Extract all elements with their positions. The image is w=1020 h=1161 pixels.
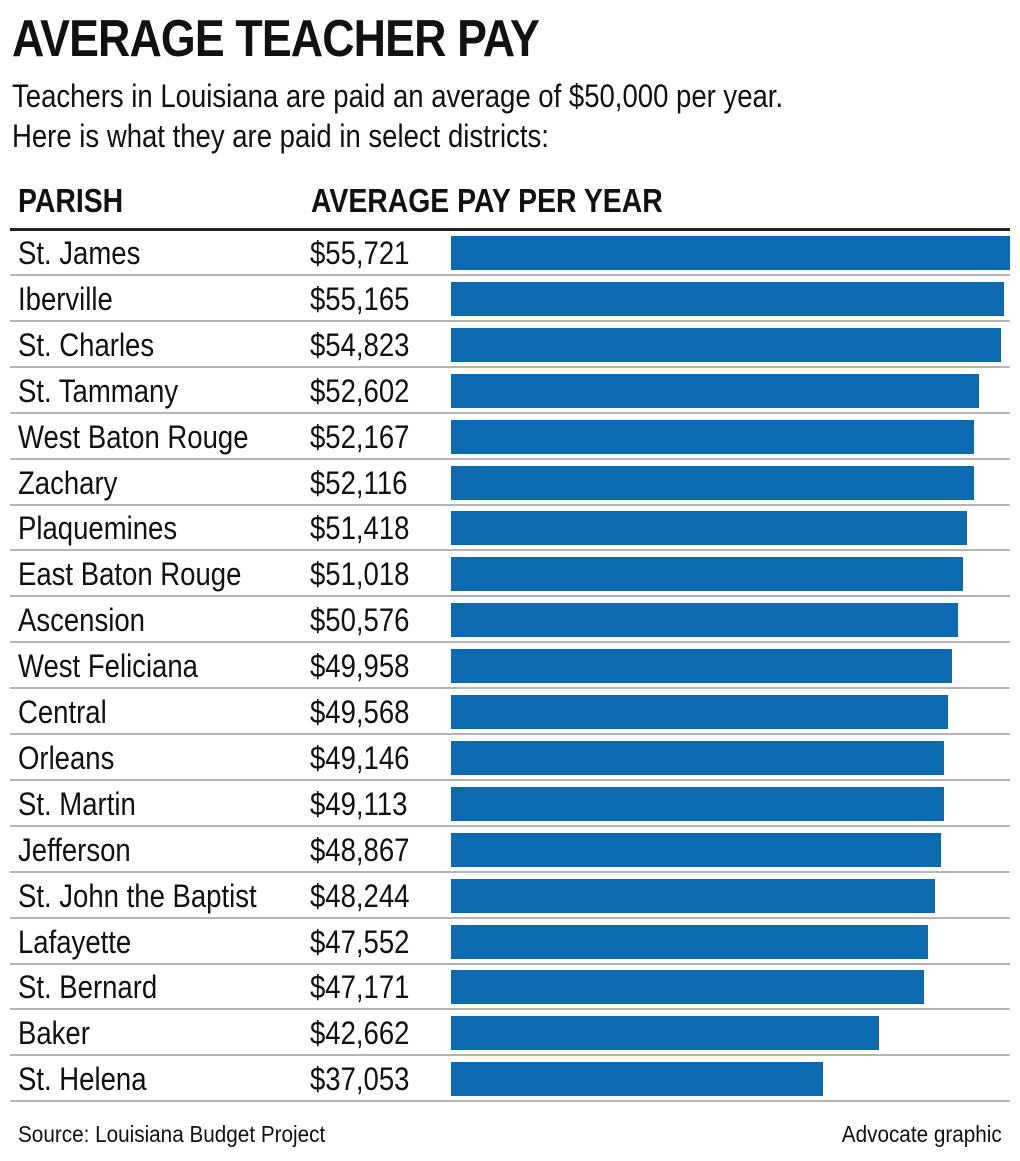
pay-value-label: $47,171 [310, 969, 410, 1006]
pay-bar [451, 465, 974, 500]
pay-value-label: $52,602 [310, 372, 410, 409]
parish-label: Central [18, 694, 107, 730]
parish-label: St. Bernard [18, 969, 158, 1006]
header-rule [10, 228, 1010, 231]
pay-value-label: $48,867 [310, 831, 410, 868]
pay-value-label: $48,244 [310, 877, 410, 914]
parish-label: Baker [18, 1015, 90, 1052]
table-row: Central $49,568 [10, 689, 1010, 735]
pay-bar [451, 327, 1001, 362]
parish-label: St. Martin [18, 785, 136, 822]
table-row: Iberville $55,165 [10, 276, 1010, 322]
parish-label: West Feliciana [18, 648, 198, 685]
parish-label: Orleans [18, 739, 115, 776]
pay-value-label: $47,552 [310, 923, 410, 960]
table-row: Zachary $52,116 [10, 460, 1010, 506]
parish-label: St. John the Baptist [18, 877, 257, 914]
table-row: St. Bernard $47,171 [10, 964, 1010, 1011]
table-row: St. Martin $49,113 [10, 781, 1010, 827]
parish-label: St. James [18, 235, 141, 271]
parish-label: St. Tammany [18, 372, 179, 409]
parish-label: Plaquemines [18, 510, 178, 547]
pay-value-label: $55,721 [310, 235, 410, 271]
pay-bar [451, 924, 928, 959]
pay-bar [451, 557, 963, 592]
parish-label: Lafayette [18, 923, 132, 960]
table-row: St. John the Baptist $48,244 [10, 873, 1010, 919]
table-row: St. Helena $37,053 [10, 1056, 1010, 1103]
subtitle-line-2: Here is what they are paid in select dis… [12, 118, 549, 154]
pay-value-label: $55,165 [310, 280, 410, 317]
table-row: St. James $55,721 [10, 230, 1010, 276]
pay-bar [451, 695, 948, 729]
table-row: Lafayette $47,552 [10, 919, 1010, 965]
credit-note: Advocate graphic [842, 1121, 1002, 1147]
column-header-parish: PARISH [18, 182, 124, 219]
pay-value-label: $52,116 [310, 464, 408, 501]
pay-value-label: $52,167 [310, 418, 410, 455]
table-row: Baker $42,662 [10, 1010, 1010, 1057]
subtitle-line-1: Teachers in Louisiana are paid an averag… [12, 78, 784, 114]
source-note: Source: Louisiana Budget Project [18, 1121, 326, 1147]
pay-value-label: $51,418 [310, 510, 410, 547]
pay-bar [451, 970, 924, 1005]
pay-value-label: $51,018 [310, 556, 410, 593]
parish-label: Iberville [18, 280, 113, 317]
pay-value-label: $49,958 [310, 648, 410, 685]
parish-label: East Baton Rouge [18, 556, 242, 593]
pay-value-label: $49,146 [310, 739, 410, 776]
chart-subtitle: Teachers in Louisiana are paid an averag… [12, 76, 958, 156]
table-row: Orleans $49,146 [10, 735, 1010, 781]
pay-bar [451, 603, 958, 638]
pay-bar [451, 236, 1010, 270]
pay-value-label: $42,662 [310, 1015, 410, 1052]
pay-value-label: $50,576 [310, 602, 410, 639]
pay-value-label: $49,113 [310, 785, 408, 822]
pay-bar [451, 1016, 879, 1051]
parish-label: Ascension [18, 602, 145, 639]
pay-bar [451, 419, 974, 454]
pay-value-label: $49,568 [310, 694, 410, 730]
pay-bar [451, 373, 979, 408]
pay-value-label: $54,823 [310, 326, 410, 363]
pay-bar [451, 281, 1004, 316]
pay-bar [451, 832, 941, 867]
pay-value-label: $37,053 [310, 1061, 410, 1098]
table-row: Plaquemines $51,418 [10, 505, 1010, 552]
parish-label: Zachary [18, 464, 118, 501]
table-row: Jefferson $48,867 [10, 827, 1010, 873]
table-row: East Baton Rouge $51,018 [10, 551, 1010, 598]
parish-label: West Baton Rouge [18, 418, 249, 455]
table-row: St. Tammany $52,602 [10, 368, 1010, 414]
pay-bar [451, 1062, 823, 1097]
table-row: West Feliciana $49,958 [10, 643, 1010, 690]
pay-bar [451, 878, 935, 913]
parish-label: St. Helena [18, 1061, 147, 1098]
pay-bar [451, 786, 944, 821]
table-row: West Baton Rouge $52,167 [10, 414, 1010, 460]
chart-title: AVERAGE TEACHER PAY [12, 10, 540, 68]
table-row: Ascension $50,576 [10, 597, 1010, 644]
pay-bar [451, 740, 944, 775]
column-header-pay: AVERAGE PAY PER YEAR [311, 182, 663, 219]
pay-bar [451, 511, 967, 546]
pay-bar [451, 649, 952, 684]
parish-label: Jefferson [18, 831, 131, 868]
parish-label: St. Charles [18, 326, 155, 363]
table-row: St. Charles $54,823 [10, 322, 1010, 368]
